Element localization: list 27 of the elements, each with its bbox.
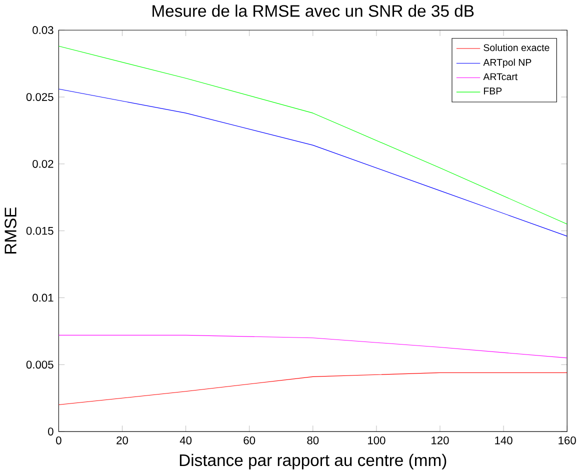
y-tick-label: 0.025 <box>26 93 54 101</box>
y-axis-title: RMSE <box>4 207 16 254</box>
y-tick-label: 0.01 <box>32 294 54 302</box>
legend-label: ARTpol NP <box>483 58 532 68</box>
line-series <box>58 46 568 224</box>
x-tick-label: 160 <box>558 436 576 444</box>
y-tick-label: 0.03 <box>32 26 54 34</box>
y-tick-label: 0.02 <box>32 160 54 168</box>
y-tick-label: 0.005 <box>26 360 54 369</box>
x-tick-label: 140 <box>495 436 512 444</box>
line-series <box>58 372 568 406</box>
x-tick-label: 60 <box>244 436 256 444</box>
legend-label: Solution exacte <box>484 44 550 52</box>
legend-label: FBP <box>484 88 502 94</box>
chart-title: Mesure de la RMSE avec un SNR de 35 dB <box>152 4 474 17</box>
x-tick-label: 80 <box>307 436 319 444</box>
x-tick-label: 0 <box>56 436 62 444</box>
y-tick-label: 0.015 <box>26 226 54 235</box>
y-tick-label: 0 <box>48 428 54 436</box>
x-tick-label: 20 <box>116 436 128 444</box>
legend-label: ARTcart <box>483 73 518 80</box>
x-tick-label: 40 <box>180 436 192 444</box>
line-series <box>58 88 568 236</box>
x-axis-title: Distance par rapport au centre (mm) <box>180 454 446 470</box>
line-series <box>58 334 568 358</box>
x-tick-label: 100 <box>368 436 386 444</box>
x-tick-label: 120 <box>432 436 449 444</box>
